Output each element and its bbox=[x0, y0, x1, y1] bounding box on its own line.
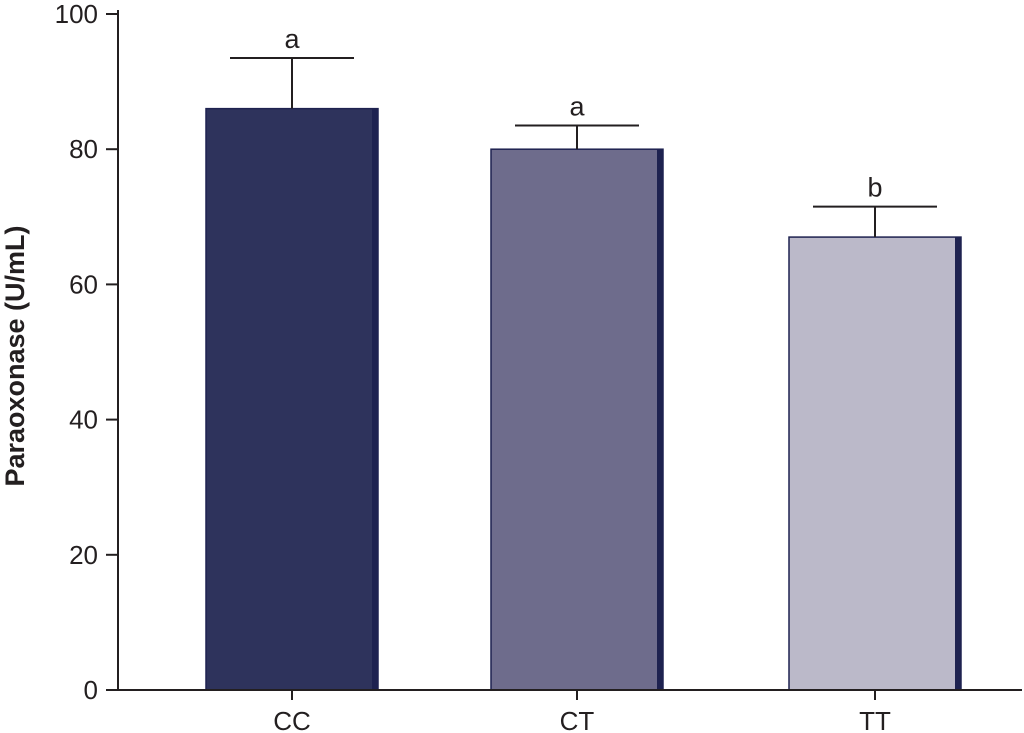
bar-edge-ct bbox=[657, 149, 663, 690]
x-tick-label-ct: CT bbox=[560, 706, 595, 733]
bars-group bbox=[205, 107, 962, 691]
bar-cc bbox=[205, 107, 379, 691]
significance-label-tt: b bbox=[867, 173, 882, 203]
x-tick-label-tt: TT bbox=[859, 706, 891, 733]
bar-edge-tt bbox=[955, 237, 961, 690]
y-tick-label-60: 60 bbox=[69, 269, 98, 299]
bar-tt bbox=[788, 236, 962, 691]
significance-label-cc: a bbox=[284, 24, 300, 54]
y-tick-label-40: 40 bbox=[69, 405, 98, 435]
x-tick-label-cc: CC bbox=[273, 706, 311, 733]
y-tick-label-0: 0 bbox=[84, 675, 98, 705]
y-tick-label-100: 100 bbox=[55, 0, 98, 29]
significance-label-ct: a bbox=[569, 92, 585, 122]
axes-group bbox=[117, 10, 1022, 691]
bar-ct bbox=[490, 148, 664, 691]
x-ticks-group: CC CT TT bbox=[273, 690, 891, 733]
error-bars-group: a a b bbox=[230, 24, 937, 238]
y-tick-label-20: 20 bbox=[69, 540, 98, 570]
y-axis-label: Paraoxonase (U/mL) bbox=[0, 225, 30, 486]
y-tick-label-80: 80 bbox=[69, 134, 98, 164]
y-ticks-group: 0 20 40 60 80 100 bbox=[55, 0, 118, 705]
bar-edge-cc bbox=[372, 108, 378, 690]
